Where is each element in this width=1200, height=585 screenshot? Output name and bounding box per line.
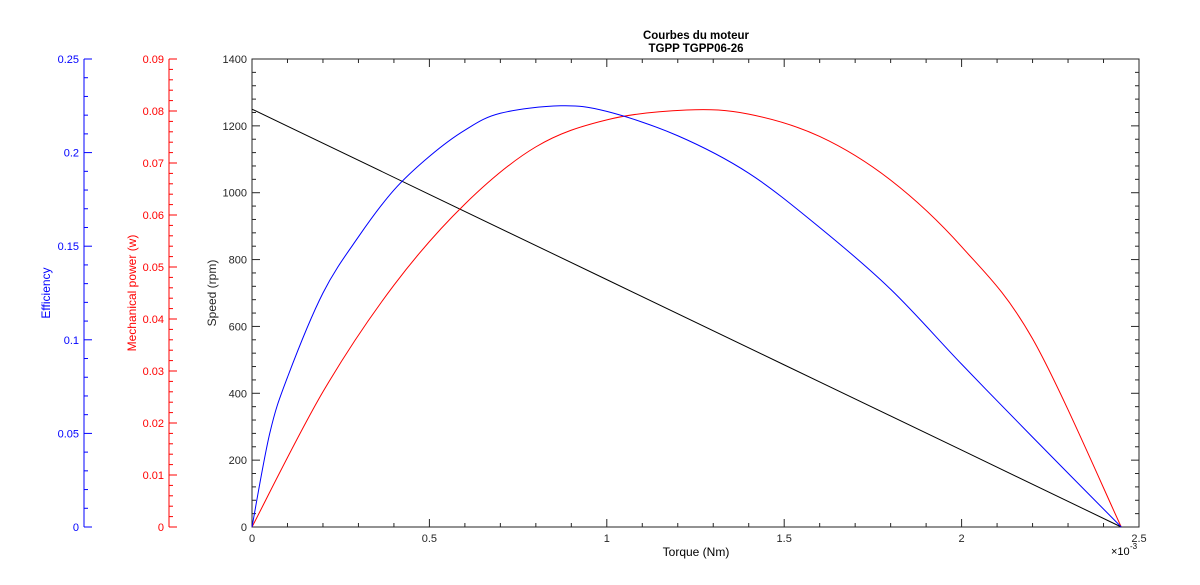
x-tick-label: 2 [959, 533, 965, 545]
speed-series-line [251, 108, 1122, 528]
efficiency-y-tick-label: 0.2 [64, 148, 79, 160]
efficiency-y-tick-label: 0 [73, 522, 79, 534]
power-y-tick-label: 0.06 [143, 210, 164, 222]
power-y-tick-label: 0.02 [143, 418, 164, 430]
efficiency-y-tick-label: 0.15 [58, 241, 79, 253]
power-y-tick-label: 0.03 [143, 366, 164, 378]
power-y-tick-label: 0.09 [143, 54, 164, 66]
series-layer [251, 105, 1122, 528]
power-y-tick-label: 0.07 [143, 158, 164, 170]
x-exponent-base: ×10 [1111, 546, 1130, 558]
speed-axis-label: Speed (rpm) [205, 260, 219, 327]
power-y-tick-label: 0.08 [143, 106, 164, 118]
x-tick-label: 2.5 [1131, 533, 1146, 545]
x-tick-label: 1 [604, 533, 610, 545]
efficiency-y-tick-label: 0.25 [58, 54, 79, 66]
chart-title: Courbes du moteur [643, 30, 750, 42]
plot-box [251, 58, 1140, 528]
x-tick-label: 0.5 [422, 533, 437, 545]
efficiency-axis-label: Efficiency [39, 267, 53, 318]
speed-y-tick-label: 600 [229, 321, 247, 333]
speed-y-tick-label: 1400 [223, 54, 247, 66]
efficiency-series-line [251, 105, 1122, 528]
x-tick-label: 1.5 [777, 533, 792, 545]
speed-y-tick-label: 200 [229, 455, 247, 467]
power-y-tick-label: 0.05 [143, 262, 164, 274]
axes-layer: 0 0.5 1 1.5 2 2.5 0 200 400 600 800 1000 1200 1400 Spe… [39, 54, 1147, 545]
efficiency-y-tick-label: 0.1 [64, 335, 79, 347]
x-axis-label: Torque (Nm) [663, 545, 730, 559]
x-exponent-power: -3 [1130, 542, 1138, 551]
speed-y-tick-label: 1200 [223, 121, 247, 133]
speed-y-tick-label: 1000 [223, 188, 247, 200]
speed-y-tick-label: 0 [241, 522, 247, 534]
power-axis-label: Mechanical power (w) [125, 235, 139, 352]
efficiency-y-tick-label: 0.05 [58, 428, 79, 440]
speed-y-tick-label: 400 [229, 388, 247, 400]
power-y-tick-label: 0.04 [143, 314, 164, 326]
x-tick-label: 0 [249, 533, 255, 545]
chart-subtitle: TGPP TGPP06-26 [648, 43, 743, 55]
power-series-line [251, 109, 1122, 528]
speed-y-tick-label: 800 [229, 255, 247, 267]
power-y-tick-label: 0 [158, 522, 164, 534]
power-y-tick-label: 0.01 [143, 470, 164, 482]
